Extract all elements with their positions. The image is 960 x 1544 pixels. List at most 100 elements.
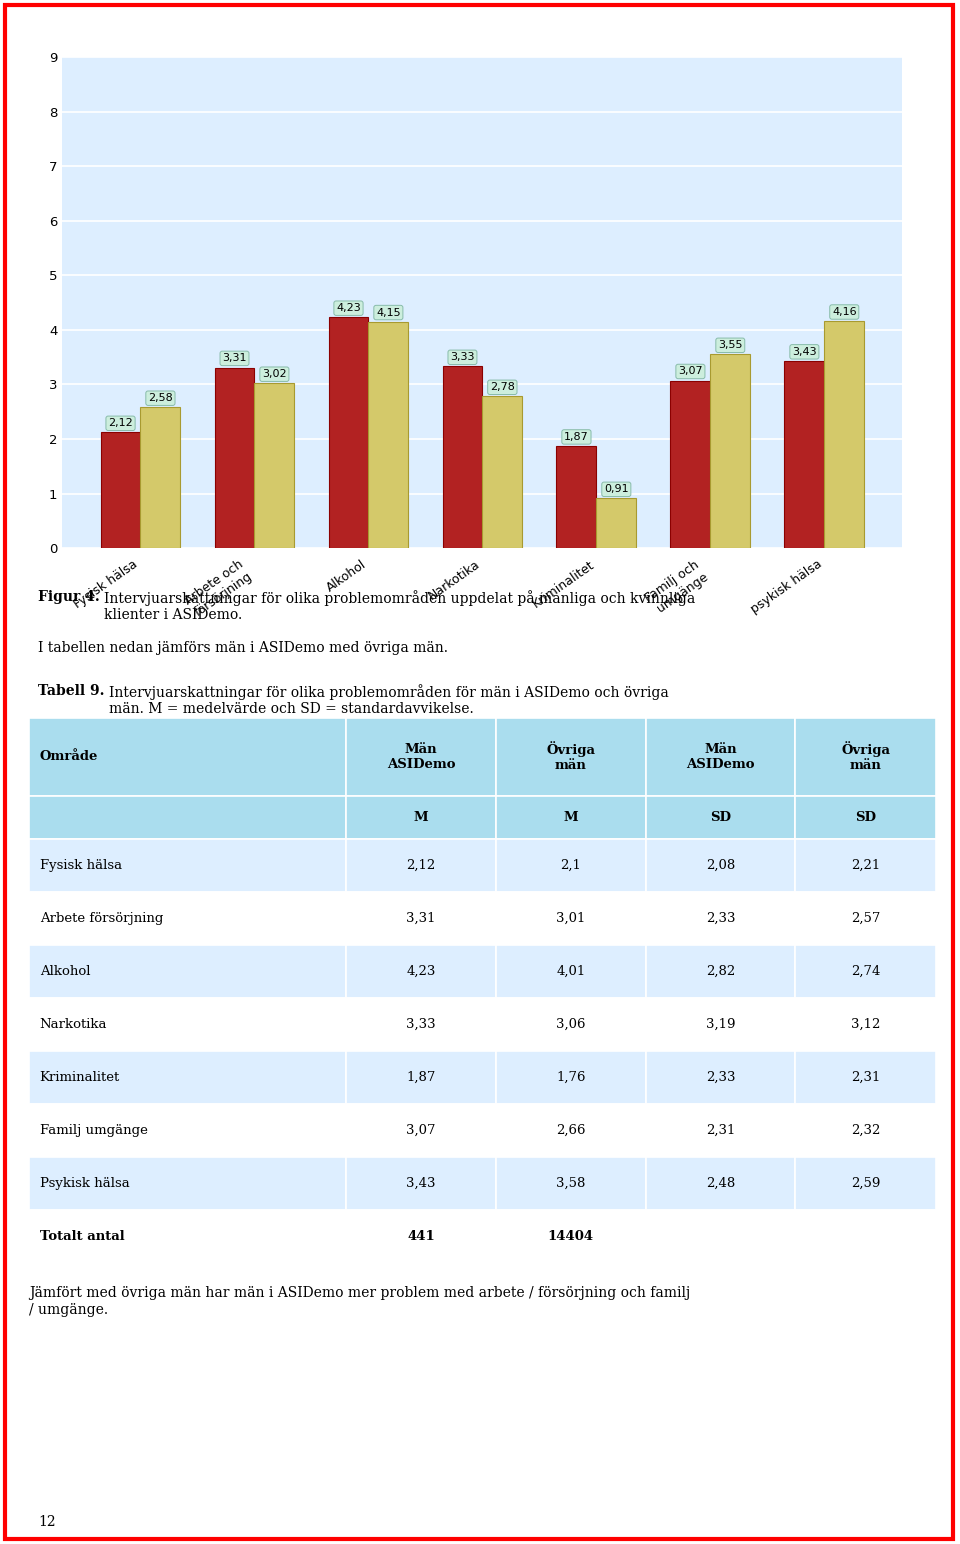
Bar — [328, 318, 369, 548]
FancyBboxPatch shape — [347, 945, 496, 997]
FancyBboxPatch shape — [646, 892, 796, 945]
Text: 3,01: 3,01 — [556, 913, 586, 925]
Bar — [825, 321, 864, 548]
FancyBboxPatch shape — [646, 795, 796, 838]
Text: 1,87: 1,87 — [564, 432, 588, 442]
Text: 2,48: 2,48 — [706, 1177, 735, 1190]
Text: Arbete försörjning: Arbete försörjning — [39, 913, 163, 925]
FancyBboxPatch shape — [646, 1156, 796, 1210]
FancyBboxPatch shape — [29, 1156, 347, 1210]
Text: 441: 441 — [407, 1231, 435, 1243]
FancyBboxPatch shape — [496, 838, 646, 892]
Text: Alkohol: Alkohol — [39, 965, 90, 977]
FancyBboxPatch shape — [646, 1210, 796, 1263]
Text: Intervjuarskattningar för olika problemområden uppdelat på manliga och kvinnliga: Intervjuarskattningar för olika problemo… — [104, 590, 695, 622]
FancyBboxPatch shape — [347, 795, 496, 838]
Bar — [710, 355, 751, 548]
Bar — [443, 366, 483, 548]
Text: 3,19: 3,19 — [706, 1017, 735, 1031]
Text: 2,82: 2,82 — [706, 965, 735, 977]
FancyBboxPatch shape — [347, 838, 496, 892]
FancyBboxPatch shape — [796, 1104, 936, 1156]
FancyBboxPatch shape — [646, 945, 796, 997]
Text: 3,07: 3,07 — [678, 366, 703, 377]
Text: 2,31: 2,31 — [851, 1072, 880, 1084]
Text: 2,12: 2,12 — [406, 858, 436, 872]
Text: 3,31: 3,31 — [406, 913, 436, 925]
FancyBboxPatch shape — [646, 838, 796, 892]
Text: Intervjuarskattningar för olika problemområden för män i ASIDemo och övriga
män.: Intervjuarskattningar för olika problemo… — [109, 684, 669, 716]
Text: SD: SD — [855, 811, 876, 824]
FancyBboxPatch shape — [29, 1051, 347, 1104]
Text: 3,02: 3,02 — [262, 369, 287, 380]
FancyBboxPatch shape — [796, 838, 936, 892]
Text: 3,43: 3,43 — [792, 347, 817, 357]
Text: 3,55: 3,55 — [718, 340, 742, 350]
FancyBboxPatch shape — [29, 718, 347, 795]
Text: 2,58: 2,58 — [148, 394, 173, 403]
FancyBboxPatch shape — [496, 1210, 646, 1263]
Text: Totalt antal: Totalt antal — [39, 1231, 125, 1243]
Text: Figur 4.: Figur 4. — [38, 590, 100, 604]
FancyBboxPatch shape — [29, 795, 347, 838]
Text: 3,07: 3,07 — [406, 1124, 436, 1136]
FancyBboxPatch shape — [347, 1210, 496, 1263]
FancyBboxPatch shape — [796, 795, 936, 838]
Text: Män
ASIDemo: Män ASIDemo — [387, 743, 455, 770]
Bar — [670, 381, 710, 548]
Text: 2,31: 2,31 — [706, 1124, 735, 1136]
FancyBboxPatch shape — [496, 795, 646, 838]
Text: Fysisk hälsa: Fysisk hälsa — [39, 858, 122, 872]
FancyBboxPatch shape — [347, 892, 496, 945]
Bar — [101, 432, 140, 548]
Text: 4,15: 4,15 — [376, 307, 400, 318]
FancyBboxPatch shape — [646, 997, 796, 1051]
FancyBboxPatch shape — [29, 892, 347, 945]
Text: 2,74: 2,74 — [851, 965, 880, 977]
Text: Jämfört med övriga män har män i ASIDemo mer problem med arbete / försörjning oc: Jämfört med övriga män har män i ASIDemo… — [29, 1286, 690, 1317]
FancyBboxPatch shape — [496, 1104, 646, 1156]
Text: I tabellen nedan jämförs män i ASIDemo med övriga män.: I tabellen nedan jämförs män i ASIDemo m… — [38, 641, 448, 655]
FancyBboxPatch shape — [796, 1156, 936, 1210]
Text: 2,57: 2,57 — [851, 913, 880, 925]
Text: 3,31: 3,31 — [223, 354, 247, 363]
Text: 2,21: 2,21 — [852, 858, 880, 872]
FancyBboxPatch shape — [796, 892, 936, 945]
Bar — [214, 367, 254, 548]
Text: Övriga
män: Övriga män — [841, 741, 890, 772]
FancyBboxPatch shape — [347, 997, 496, 1051]
Text: 2,12: 2,12 — [108, 418, 132, 428]
FancyBboxPatch shape — [496, 997, 646, 1051]
FancyBboxPatch shape — [347, 1104, 496, 1156]
FancyBboxPatch shape — [496, 945, 646, 997]
FancyBboxPatch shape — [496, 1051, 646, 1104]
Bar — [557, 446, 596, 548]
Text: Män
ASIDemo: Män ASIDemo — [686, 743, 755, 770]
Text: 12: 12 — [38, 1515, 56, 1529]
Text: 4,01: 4,01 — [556, 965, 586, 977]
Text: 3,43: 3,43 — [406, 1177, 436, 1190]
FancyBboxPatch shape — [29, 945, 347, 997]
Text: 0,91: 0,91 — [604, 485, 629, 494]
FancyBboxPatch shape — [796, 1210, 936, 1263]
Text: 3,33: 3,33 — [406, 1017, 436, 1031]
Text: 2,33: 2,33 — [706, 913, 735, 925]
FancyBboxPatch shape — [29, 1210, 347, 1263]
Text: 3,58: 3,58 — [556, 1177, 586, 1190]
Text: 2,32: 2,32 — [851, 1124, 880, 1136]
Bar — [784, 361, 825, 548]
FancyBboxPatch shape — [347, 1156, 496, 1210]
Text: M: M — [564, 811, 578, 824]
Text: 4,23: 4,23 — [406, 965, 436, 977]
FancyBboxPatch shape — [796, 718, 936, 795]
FancyBboxPatch shape — [496, 718, 646, 795]
FancyBboxPatch shape — [29, 1104, 347, 1156]
Text: Tabell 9.: Tabell 9. — [38, 684, 105, 698]
Text: Psykisk hälsa: Psykisk hälsa — [39, 1177, 130, 1190]
Text: Narkotika: Narkotika — [39, 1017, 108, 1031]
Bar — [596, 499, 636, 548]
Bar — [140, 408, 180, 548]
Text: Familj umgänge: Familj umgänge — [39, 1124, 148, 1136]
FancyBboxPatch shape — [496, 892, 646, 945]
Bar — [369, 321, 408, 548]
